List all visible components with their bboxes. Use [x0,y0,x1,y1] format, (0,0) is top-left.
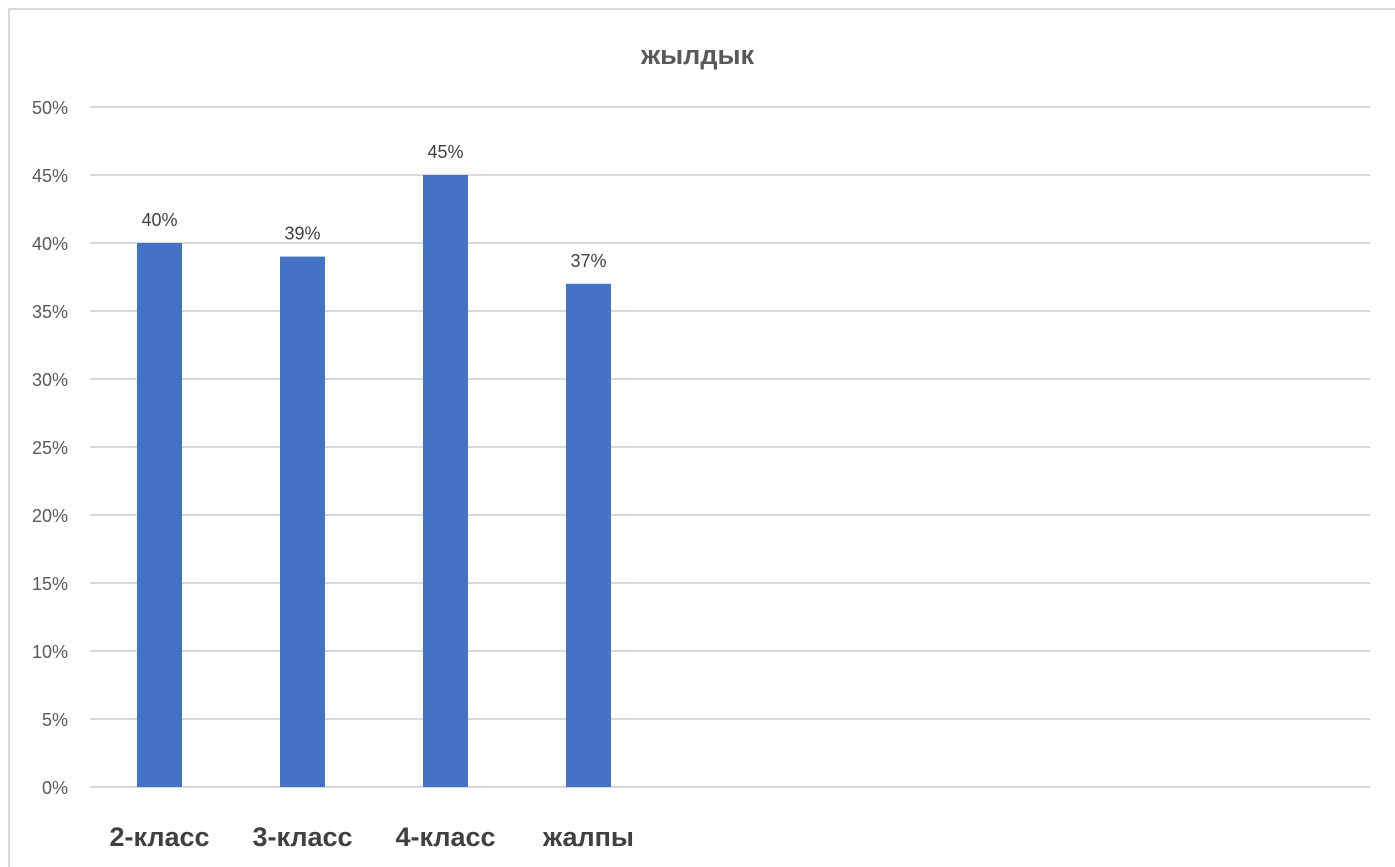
bar [423,175,468,787]
y-tick-label: 10% [32,642,68,662]
y-tick-label: 20% [32,506,68,526]
y-tick-label: 0% [42,778,68,798]
bar-data-label: 45% [427,142,463,162]
bar [566,283,611,787]
bars [137,175,611,788]
data-labels: 40% 39% 45% 37% [141,142,606,271]
y-tick-label: 15% [32,574,68,594]
bar-data-label: 40% [141,210,177,230]
y-axis-tick-labels: 0% 5% 10% 15% 20% 25% 30% 35% 40% 45% 50% [32,98,68,798]
category-label: жалпы [542,822,634,852]
bar-data-label: 37% [570,251,606,271]
y-tick-label: 25% [32,438,68,458]
category-label: 2-класс [109,822,209,852]
chart-title: жылдык [640,40,755,70]
y-tick-label: 50% [32,98,68,118]
bar [137,243,182,787]
chart-frame [8,8,1395,867]
category-label: 4-класс [395,822,495,852]
category-label: 3-класс [252,822,352,852]
y-tick-label: 30% [32,370,68,390]
bar [280,256,325,788]
y-tick-label: 40% [32,234,68,254]
y-tick-label: 5% [42,710,68,730]
y-tick-label: 35% [32,302,68,322]
y-tick-label: 45% [32,166,68,186]
category-labels: 2-класс 3-класс 4-класс жалпы [109,822,634,852]
bar-data-label: 39% [284,224,320,244]
